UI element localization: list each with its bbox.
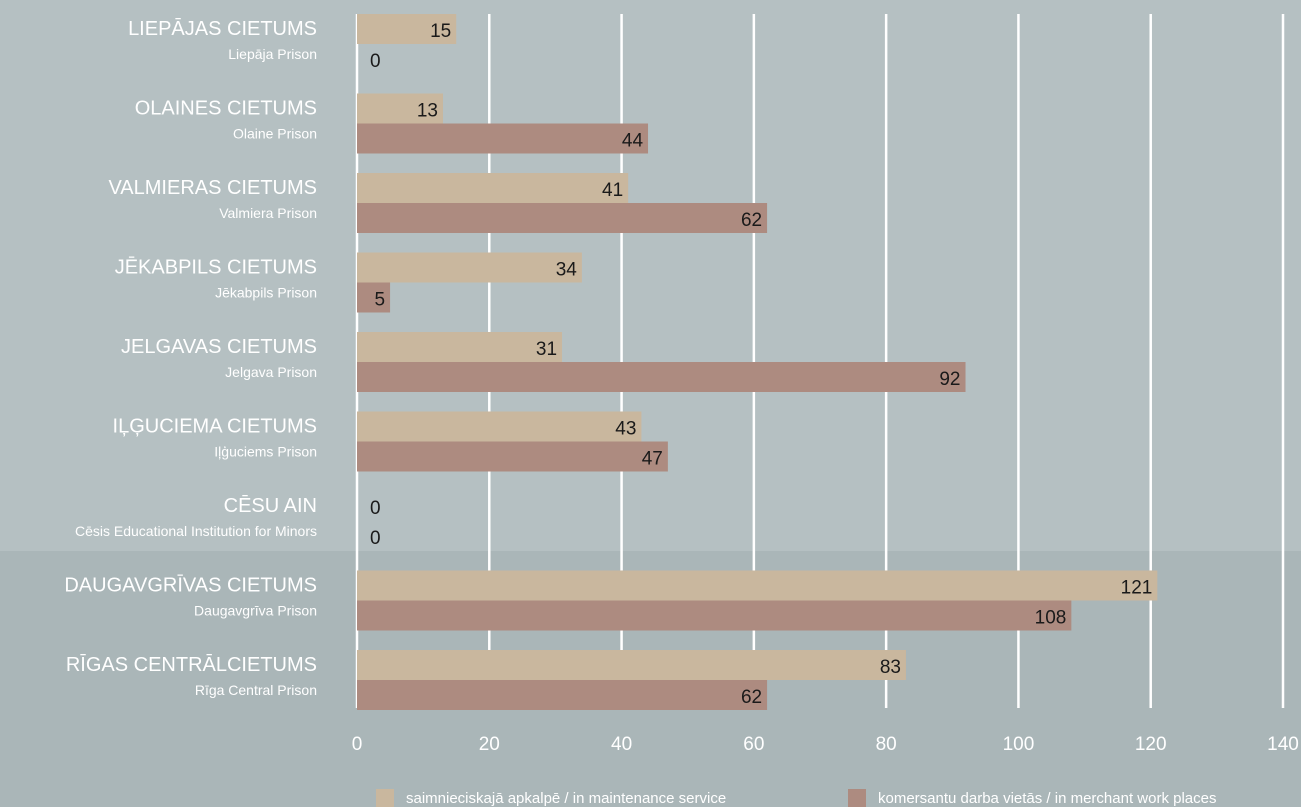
legend-swatch-1 bbox=[376, 789, 394, 807]
category-name-4: JĒKABPILS CIETUMS bbox=[115, 256, 317, 279]
bar-series2-3 bbox=[357, 203, 768, 233]
x-tick-label-80: 80 bbox=[876, 734, 897, 755]
legend: saimnieciskajā apkalpē / in maintenance … bbox=[376, 789, 1217, 807]
x-tick-label-120: 120 bbox=[1135, 734, 1167, 755]
x-tick-label-20: 20 bbox=[479, 734, 500, 755]
bar-series2-4 bbox=[357, 282, 391, 313]
bar-series1-4 bbox=[357, 252, 582, 283]
value-label-series2-6: 47 bbox=[642, 449, 663, 470]
category-name-9: RĪGAS CENTRĀLCIETUMS bbox=[66, 653, 317, 676]
x-tick-label-100: 100 bbox=[1003, 734, 1035, 755]
category-subtitle-9: Rīga Central Prison bbox=[195, 682, 317, 698]
bars bbox=[357, 14, 1158, 710]
category-name-3: VALMIERAS CIETUMS bbox=[108, 177, 317, 199]
legend-label-2: komersantu darba vietās / in merchant wo… bbox=[878, 790, 1217, 807]
value-label-series2-5: 92 bbox=[939, 369, 960, 390]
value-labels: 15 0 13 44 41 62 34 5 31 92 43 47 0 0 121 108 83 62 bbox=[370, 21, 1152, 708]
bar-series1-8 bbox=[357, 570, 1158, 601]
value-label-series2-3: 62 bbox=[741, 210, 762, 231]
category-name-6: IĻĢUCIEMA CIETUMS bbox=[113, 416, 317, 438]
legend-label-1: saimnieciskajā apkalpē / in maintenance … bbox=[406, 790, 726, 807]
bar-series1-6 bbox=[357, 411, 642, 442]
value-label-series1-6: 43 bbox=[615, 419, 636, 440]
category-name-7: CĒSU AIN bbox=[224, 494, 317, 517]
bar-series2-5 bbox=[357, 362, 966, 392]
value-label-series1-9: 83 bbox=[880, 657, 901, 678]
value-label-series1-8: 121 bbox=[1121, 578, 1153, 599]
category-subtitle-7: Cēsis Educational Institution for Minors bbox=[75, 523, 317, 539]
category-subtitle-5: Jelgava Prison bbox=[225, 364, 317, 380]
value-label-series2-8: 108 bbox=[1035, 608, 1067, 629]
value-label-series1-4: 34 bbox=[556, 260, 578, 281]
x-tick-label-140: 140 bbox=[1267, 734, 1299, 755]
bar-series1-1 bbox=[357, 14, 457, 44]
value-label-series1-7: 0 bbox=[370, 498, 381, 519]
category-subtitle-4: Jēkabpils Prison bbox=[215, 285, 317, 301]
value-label-series1-1: 15 bbox=[430, 21, 451, 42]
bar-series2-9 bbox=[357, 680, 768, 710]
value-label-series2-1: 0 bbox=[370, 51, 381, 72]
category-subtitle-1: Liepāja Prison bbox=[228, 46, 317, 62]
x-tick-label-40: 40 bbox=[611, 734, 632, 755]
category-subtitle-8: Daugavgrīva Prison bbox=[194, 603, 317, 619]
category-name-5: JELGAVAS CIETUMS bbox=[121, 336, 317, 358]
category-name-2: OLAINES CIETUMS bbox=[135, 98, 317, 120]
bar-series1-9 bbox=[357, 650, 906, 680]
x-axis-tick-labels: 0 20 40 60 80 100 120 140 bbox=[352, 734, 1299, 755]
legend-swatch-2 bbox=[848, 789, 866, 807]
category-subtitle-6: Iļģuciems Prison bbox=[214, 444, 317, 460]
category-name-8: DAUGAVGRĪVAS CIETUMS bbox=[64, 574, 317, 597]
value-label-series2-2: 44 bbox=[622, 131, 644, 152]
bar-series2-8 bbox=[357, 600, 1072, 631]
category-subtitle-2: Olaine Prison bbox=[233, 126, 317, 142]
value-label-series2-9: 62 bbox=[741, 687, 762, 708]
bar-series1-2 bbox=[357, 93, 443, 124]
value-label-series2-7: 0 bbox=[370, 528, 381, 549]
value-label-series1-2: 13 bbox=[417, 101, 438, 122]
x-tick-label-60: 60 bbox=[743, 734, 764, 755]
bar-series1-5 bbox=[357, 332, 563, 362]
bar-series1-3 bbox=[357, 173, 629, 203]
value-label-series1-5: 31 bbox=[536, 339, 557, 360]
bar-series2-6 bbox=[357, 441, 668, 472]
category-name-1: LIEPĀJAS CIETUMS bbox=[128, 17, 317, 40]
x-tick-label-0: 0 bbox=[352, 734, 363, 755]
value-label-series1-3: 41 bbox=[602, 180, 623, 201]
bar-series2-2 bbox=[357, 123, 649, 154]
category-labels: LIEPĀJAS CIETUMS Liepāja Prison OLAINES CI… bbox=[64, 17, 317, 698]
value-label-series2-4: 5 bbox=[374, 290, 385, 311]
category-subtitle-3: Valmiera Prison bbox=[219, 205, 317, 221]
